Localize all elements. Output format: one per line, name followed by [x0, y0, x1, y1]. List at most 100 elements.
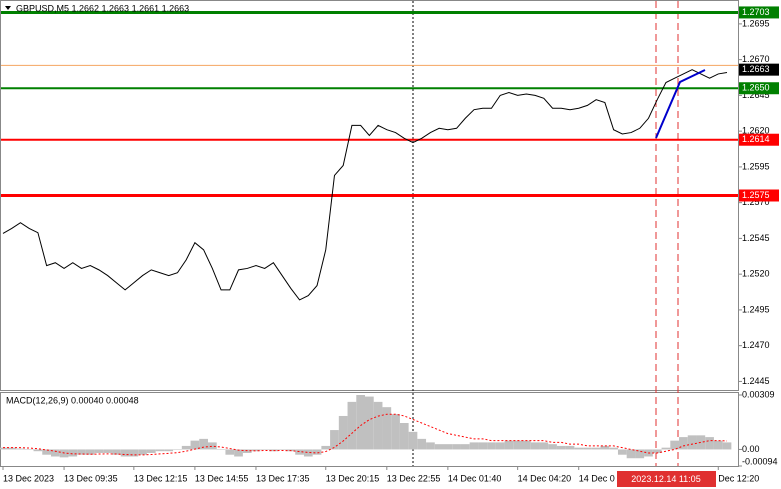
cursor-time: 2023.12.14 11:05: [631, 474, 700, 484]
macd-bar: [696, 435, 706, 450]
macd-bar: [50, 449, 60, 457]
macd-bar: [138, 449, 147, 455]
y-tick-label: 1.2595: [742, 161, 770, 171]
macd-bar: [216, 449, 226, 450]
x-tick-label: 13 Dec 14:55: [195, 473, 249, 483]
macd-header: MACD(12,26,9) 0.00040 0.00048: [6, 395, 139, 405]
macd-bar: [443, 444, 453, 450]
macd-bar: [251, 449, 261, 452]
macd-bar: [556, 445, 566, 450]
macd-bar: [42, 449, 51, 455]
macd-bar: [164, 449, 174, 452]
macd-bar: [504, 440, 514, 450]
macd-bar: [565, 445, 575, 450]
x-tick-label: 13 Dec 22:55: [387, 473, 441, 483]
macd-bar: [207, 442, 217, 450]
macd-bar: [373, 401, 383, 450]
x-tick-label: 14 Dec 0: [579, 473, 615, 483]
level-label: 1.2703: [742, 7, 770, 17]
current-price-box: [739, 63, 779, 76]
x-tick-label: Dec 12:20: [718, 473, 759, 483]
macd-bar: [469, 442, 479, 450]
macd-bar: [591, 447, 601, 450]
macd-bar: [609, 447, 618, 450]
macd-bar: [548, 444, 557, 450]
x-tick-label: 14 Dec 01:40: [448, 473, 502, 483]
macd-bar: [16, 448, 25, 450]
macd-bar: [173, 449, 182, 450]
macd-bar: [670, 440, 680, 450]
macd-bar: [120, 449, 130, 457]
macd-bar: [426, 442, 435, 450]
macd-bar: [234, 449, 243, 457]
macd-bar: [356, 395, 365, 450]
macd-bar: [661, 447, 671, 450]
macd-bar: [487, 442, 496, 450]
y-tick-label: 1.2445: [742, 376, 770, 386]
level-label-box: [739, 82, 779, 95]
macd-bar: [722, 442, 732, 450]
level-label-box: [739, 6, 779, 19]
macd-bar: [85, 449, 95, 455]
macd-bar: [225, 449, 235, 455]
level-label-box: [739, 189, 779, 202]
current-price: 1.2663: [742, 64, 770, 74]
x-tick-label: 13 Dec 2023: [3, 473, 54, 483]
macd-bar: [321, 445, 331, 450]
y-tick-label: 1.2570: [742, 197, 770, 207]
macd-bar: [155, 449, 165, 452]
macd-bar: [408, 431, 418, 450]
y-tick-label: 1.2545: [742, 233, 770, 243]
y-tick-label: 1.2520: [742, 269, 770, 279]
x-tick-label: 13 Dec 20:15: [326, 473, 380, 483]
macd-bar: [382, 407, 392, 450]
macd-bar: [391, 414, 400, 450]
level-label: 1.2575: [742, 190, 770, 200]
level-label: 1.2614: [742, 134, 770, 144]
trend-line: [655, 69, 706, 139]
level-label: 1.2650: [742, 83, 770, 93]
macd-bar: [129, 449, 139, 457]
macd-bar: [330, 430, 339, 450]
macd-bar: [190, 440, 200, 450]
y-tick-label: -0.00094: [742, 456, 778, 466]
macd-bar: [365, 396, 374, 450]
macd-bar: [269, 449, 278, 452]
x-tick-label: 13 Dec 12:15: [134, 473, 188, 483]
level-label-box: [739, 133, 779, 146]
macd-bar: [68, 449, 78, 457]
macd-bar: [600, 445, 610, 450]
macd-bar: [522, 440, 531, 450]
macd-bar: [460, 444, 470, 450]
macd-bar: [277, 449, 287, 450]
macd-pane-frame: [0, 392, 739, 467]
macd-bar: [24, 449, 34, 450]
y-tick-label: 1.2645: [742, 90, 770, 100]
macd-bar: [303, 449, 313, 457]
macd-bar: [679, 437, 688, 450]
y-tick-label: 1.2470: [742, 340, 770, 350]
macd-bar: [199, 438, 208, 450]
macd-bar: [617, 449, 627, 455]
macd-bar: [539, 442, 549, 450]
macd-bar: [434, 444, 444, 450]
macd-bar: [652, 449, 662, 453]
x-tick-label: 14 Dec 04:20: [518, 473, 572, 483]
macd-bar: [417, 438, 427, 450]
price-pane-frame: [0, 0, 739, 391]
macd-bar: [513, 440, 523, 450]
y-tick-label: 1.2695: [742, 18, 770, 28]
cursor-time-box: [617, 471, 716, 487]
x-tick-label: 13 Dec 09:35: [64, 473, 118, 483]
macd-bar: [530, 442, 540, 450]
macd-bar: [0, 447, 8, 450]
y-tick-label: 1.2495: [742, 304, 770, 314]
macd-bar: [574, 447, 584, 450]
macd-bar: [478, 442, 488, 450]
y-tick-label: 0.00309: [742, 389, 775, 399]
macd-bar: [495, 442, 505, 450]
x-tick-label: 13 Dec 17:35: [256, 473, 310, 483]
macd-bar: [312, 449, 322, 455]
header-arrow: [5, 6, 11, 10]
macd-bar: [705, 437, 714, 450]
